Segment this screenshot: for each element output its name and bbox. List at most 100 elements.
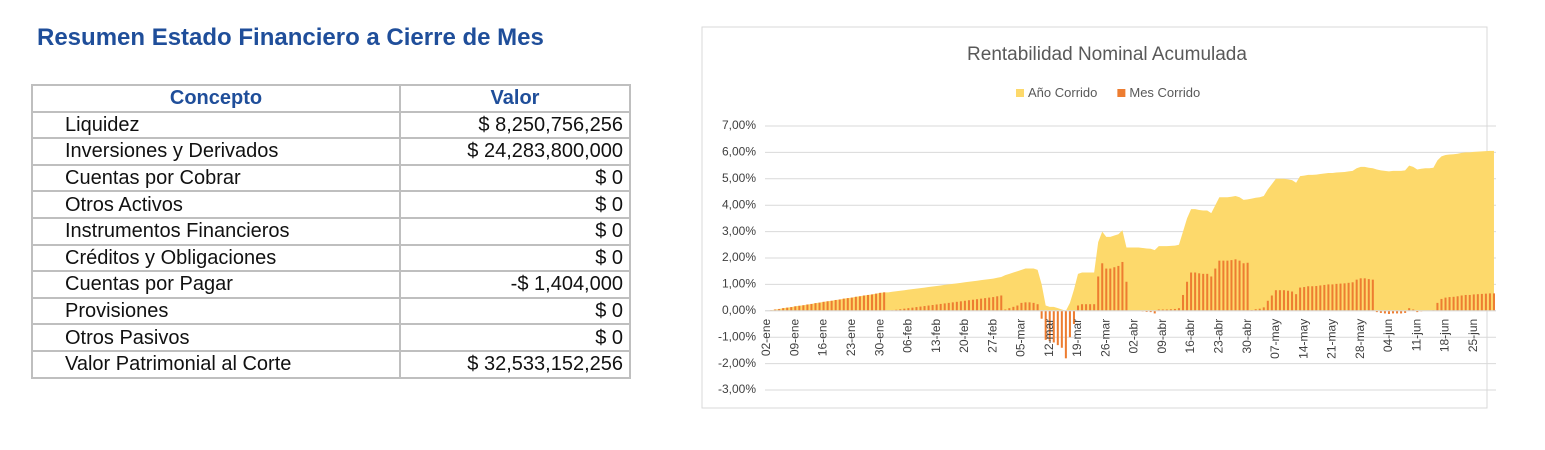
bar	[842, 298, 845, 311]
x-tick-label: 05-mar	[1014, 319, 1028, 357]
bar	[834, 299, 837, 311]
bar	[1210, 276, 1213, 311]
y-tick-label: -3,00%	[718, 382, 756, 396]
bar	[980, 298, 983, 311]
value-cell: $ 32,533,152,256	[399, 349, 631, 379]
bar	[1190, 272, 1193, 311]
x-tick-label: 13-feb	[929, 318, 943, 352]
bar	[1117, 265, 1120, 311]
bar	[1319, 285, 1322, 311]
bar	[1254, 309, 1257, 311]
bar	[794, 306, 797, 311]
x-tick-label: 21-may	[1325, 319, 1339, 359]
bar	[1396, 310, 1399, 314]
legend-label: Año Corrido	[1028, 85, 1097, 100]
value-cell: $ 24,283,800,000	[399, 137, 631, 166]
bar	[1335, 283, 1338, 311]
bar	[1484, 293, 1487, 311]
concept-cell: Instrumentos Financieros	[31, 216, 401, 246]
bar	[1440, 298, 1443, 311]
bar	[1186, 281, 1189, 311]
bar	[1246, 262, 1249, 311]
bar	[1375, 310, 1378, 313]
bar	[1299, 287, 1302, 311]
concept-cell: Provisiones	[31, 296, 401, 326]
value-cell: $ 8,250,756,256	[399, 110, 631, 140]
bar	[967, 300, 970, 311]
bar	[818, 302, 821, 311]
bar	[866, 294, 869, 311]
bar	[1347, 282, 1350, 311]
value-cell: $ 0	[399, 163, 631, 193]
bar	[1444, 297, 1447, 311]
x-tick-label: 11-jun	[1409, 319, 1423, 351]
bar	[943, 303, 946, 311]
bar	[1153, 310, 1156, 314]
bar	[778, 308, 781, 311]
x-tick-label: 19-mar	[1070, 319, 1084, 357]
table-row: Otros Pasivos $ 0	[31, 323, 631, 352]
bar	[1286, 290, 1290, 311]
x-tick-label: 20-feb	[957, 318, 971, 352]
bar	[1173, 308, 1176, 311]
y-tick-label: -1,00%	[718, 329, 756, 343]
table-row: Créditos y Obligaciones $ 0	[31, 243, 631, 273]
bar	[955, 301, 958, 311]
x-tick-label: 12-mar	[1042, 319, 1056, 357]
bar	[1206, 273, 1209, 311]
concept-cell: Liquidez	[31, 110, 401, 140]
bar	[1363, 278, 1366, 311]
bar	[971, 299, 975, 311]
concept-cell: Créditos y Obligaciones	[31, 243, 401, 273]
bar	[1412, 309, 1415, 311]
x-tick-label: 07-may	[1268, 319, 1282, 359]
bar	[798, 305, 801, 311]
bar	[1121, 261, 1124, 311]
bar	[1460, 295, 1463, 311]
y-tick-label: -2,00%	[718, 356, 756, 370]
bar	[1456, 296, 1459, 311]
bar	[935, 304, 938, 311]
bar	[1226, 260, 1229, 311]
column-header: Valor	[399, 84, 631, 113]
bar	[1400, 310, 1403, 314]
bar	[1076, 305, 1080, 311]
bar	[774, 309, 777, 311]
bar	[1149, 310, 1152, 313]
bar	[1238, 260, 1241, 311]
bar	[810, 303, 813, 311]
bar	[1416, 310, 1419, 313]
bar	[1278, 290, 1281, 311]
bar	[1339, 283, 1342, 311]
bar	[919, 306, 922, 311]
table-body: Liquidez $ 8,250,756,256 Inversiones y Der…	[31, 110, 631, 379]
bar	[802, 305, 805, 311]
x-tick-label: 16-abr	[1183, 319, 1197, 354]
bar	[1105, 268, 1108, 311]
bar	[976, 299, 979, 311]
chart-title: Rentabilidad Nominal Acumulada	[967, 44, 1247, 65]
bar	[1392, 310, 1395, 314]
bar	[1230, 260, 1233, 311]
table-row: Instrumentos Financieros $ 0	[31, 216, 631, 246]
x-tick-label: 28-may	[1353, 319, 1367, 359]
bar	[858, 296, 861, 311]
bar	[1177, 308, 1180, 311]
value-cell: -$ 1,404,000	[399, 270, 631, 299]
bar	[1436, 302, 1439, 311]
bar	[947, 302, 950, 311]
x-tick-label: 30-abr	[1240, 319, 1254, 354]
bar	[1169, 309, 1172, 311]
x-tick-label: 27-feb	[985, 318, 999, 352]
concept-cell: Otros Activos	[31, 190, 401, 219]
bar	[1488, 293, 1491, 311]
bar	[1093, 304, 1096, 311]
bar	[1371, 279, 1374, 311]
x-tick-label: 06-feb	[901, 318, 915, 352]
x-tick-label: 14-may	[1296, 319, 1310, 359]
bar	[1036, 304, 1039, 311]
table-row: Cuentas por Pagar -$ 1,404,000	[31, 270, 631, 299]
value-cell: $ 0	[399, 190, 631, 219]
